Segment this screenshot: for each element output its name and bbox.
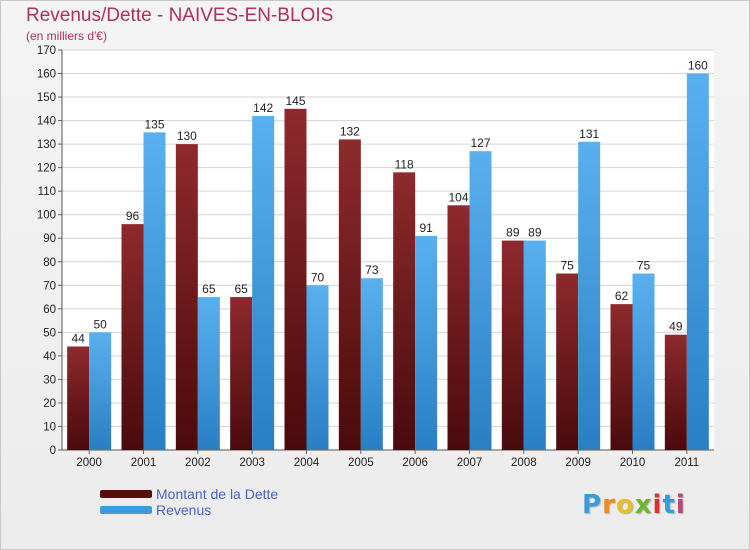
data-label-revenus-2005: 73 [365, 263, 379, 277]
y-tick-label: 80 [43, 257, 56, 269]
y-tick-label: 160 [37, 69, 56, 81]
bar-revenus-2000 [89, 332, 112, 450]
bar-revenus-2002 [197, 297, 220, 450]
bar-dette-2008 [501, 240, 524, 450]
y-tick-label: 90 [43, 233, 56, 245]
data-labels: 44 50 96 135 130 65 65 142 145 70 132 73 118 91 104 127… [71, 59, 708, 346]
data-label-revenus-2003: 142 [253, 101, 273, 115]
data-label-dette-2007: 104 [448, 190, 468, 204]
bar-dette-2002 [175, 144, 198, 450]
y-tick-label: 50 [43, 327, 56, 339]
bar-revenus-2008 [523, 240, 546, 450]
bar-revenus-2009 [578, 141, 601, 450]
y-tick-label: 0 [50, 445, 56, 457]
x-tick-label: 2002 [185, 457, 211, 469]
x-tick-label: 2005 [348, 457, 374, 469]
legend-swatch-revenus [100, 506, 152, 514]
data-label-revenus-2009: 131 [579, 127, 599, 141]
data-label-dette-2006: 118 [395, 157, 414, 171]
y-tick-label: 130 [37, 139, 56, 151]
axes: 0 10 20 30 40 50 60 70 80 90 100 110 120 130 140 150 160… [37, 45, 714, 469]
x-tick-label: 2010 [620, 457, 646, 469]
y-tick-label: 150 [37, 92, 56, 104]
data-label-revenus-2004: 70 [311, 270, 325, 284]
data-label-dette-2000: 44 [71, 331, 85, 345]
bar-dette-2011 [664, 334, 687, 450]
y-tick-label: 10 [43, 421, 56, 433]
proxiti-logo: Proxiti [582, 490, 686, 520]
data-label-revenus-2008: 89 [528, 226, 542, 240]
data-label-dette-2008: 89 [506, 226, 520, 240]
x-tick-label: 2007 [457, 457, 483, 469]
bar-revenus-2003 [252, 115, 275, 450]
y-tick-label: 60 [43, 304, 56, 316]
bar-revenus-2010 [632, 273, 655, 450]
bar-revenus-2004 [306, 285, 329, 450]
legend-label-dette: Montant de la Dette [156, 486, 279, 502]
data-label-revenus-2002: 65 [202, 282, 216, 296]
y-tick-label: 70 [43, 280, 56, 292]
data-label-revenus-2006: 91 [419, 221, 433, 235]
bar-dette-2003 [230, 297, 253, 450]
data-label-dette-2011: 49 [669, 320, 683, 334]
x-tick-label: 2001 [131, 457, 157, 469]
x-tick-label: 2003 [239, 457, 265, 469]
y-tick-label: 20 [43, 398, 56, 410]
y-tick-label: 140 [37, 116, 56, 128]
bar-revenus-2011 [686, 73, 709, 450]
data-label-revenus-2010: 75 [637, 259, 651, 273]
bar-revenus-2001 [143, 132, 166, 450]
bar-dette-2004 [284, 108, 307, 450]
y-tick-label: 100 [37, 210, 56, 222]
legend: Montant de la Dette Revenus [100, 486, 278, 518]
y-tick-label: 110 [38, 186, 56, 198]
x-tick-label: 2006 [402, 457, 428, 469]
legend-swatch-dette [100, 490, 152, 498]
bar-dette-2001 [121, 224, 144, 450]
plot-area [62, 50, 714, 450]
legend-label-revenus: Revenus [156, 502, 212, 518]
bar-dette-2006 [393, 172, 416, 450]
data-label-revenus-2000: 50 [93, 317, 107, 331]
gridlines [62, 49, 714, 451]
data-label-dette-2010: 62 [615, 289, 629, 303]
bar-dette-2010 [610, 304, 633, 450]
y-tick-label: 40 [43, 351, 56, 363]
data-label-revenus-2007: 127 [470, 136, 490, 150]
data-label-dette-2004: 145 [285, 94, 305, 108]
y-tick-label: 30 [43, 374, 56, 386]
legend-item-revenus: Revenus [100, 502, 278, 518]
y-tick-label: 120 [37, 163, 56, 175]
chart-title: Revenus/Dette - NAIVES-EN-BLOIS [26, 5, 334, 26]
y-tick-label: 170 [37, 45, 56, 57]
chart-subtitle: (en milliers d'€) [26, 29, 107, 43]
data-label-revenus-2011: 160 [688, 59, 708, 73]
legend-item-dette: Montant de la Dette [100, 486, 278, 502]
data-label-revenus-2001: 135 [144, 117, 164, 131]
x-tick-label: 2009 [565, 457, 591, 469]
x-tick-label: 2000 [76, 457, 102, 469]
bars [67, 73, 709, 451]
data-label-dette-2009: 75 [560, 259, 574, 273]
bar-dette-2009 [556, 273, 579, 450]
data-label-dette-2002: 130 [177, 129, 197, 143]
data-label-dette-2003: 65 [234, 282, 248, 296]
x-tick-label: 2004 [294, 457, 320, 469]
bar-dette-2007 [447, 205, 470, 450]
x-tick-label: 2008 [511, 457, 537, 469]
bar-revenus-2005 [360, 278, 383, 450]
bar-dette-2000 [67, 346, 90, 450]
bar-revenus-2007 [469, 151, 492, 451]
data-label-dette-2005: 132 [340, 124, 360, 138]
bar-dette-2005 [338, 139, 361, 451]
bar-revenus-2006 [415, 235, 438, 450]
x-tick-label: 2011 [674, 457, 699, 469]
data-label-dette-2001: 96 [126, 209, 140, 223]
